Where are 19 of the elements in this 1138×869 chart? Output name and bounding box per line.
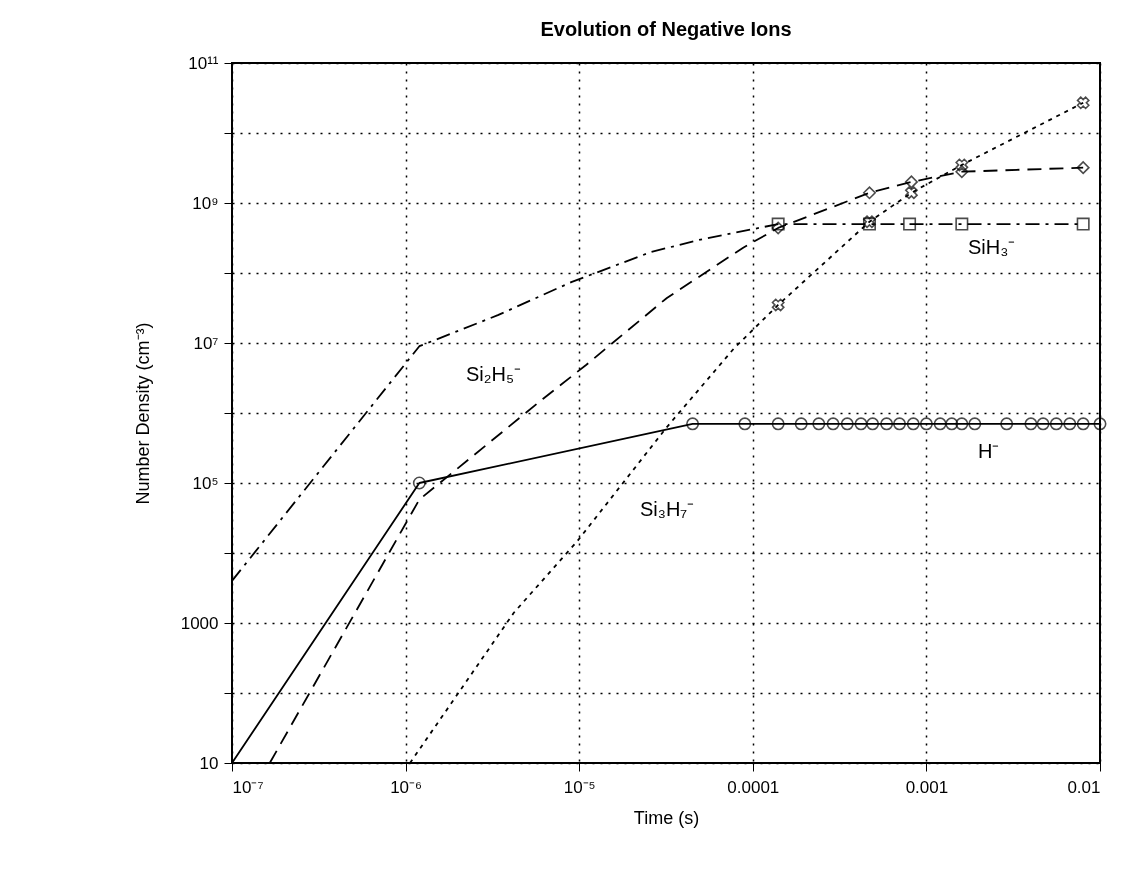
x-tick-label: 10⁻⁵ [563, 777, 596, 797]
chart-title: Evolution of Negative Ions [540, 18, 792, 40]
x-tick-label: 0.0001 [727, 777, 780, 797]
y-tick-label: 10⁷ [193, 333, 219, 353]
series-label: SiH₃⁻ [968, 236, 1016, 258]
y-tick-label: 10¹¹ [188, 53, 219, 73]
y-tick-label: 10⁵ [192, 473, 219, 493]
x-tick-label: 0.001 [905, 777, 949, 797]
series-label: Si₂H₅⁻ [466, 363, 522, 385]
y-tick-label: 1000 [180, 613, 219, 633]
x-tick-label: 10⁻⁷ [232, 777, 264, 797]
x-axis-title: Time (s) [633, 807, 700, 828]
y-axis-title: Number Density (cm⁻³) [132, 322, 153, 505]
y-tick-label: 10 [199, 753, 219, 773]
series-label: Si₃H₇⁻ [640, 498, 695, 520]
series-label: H⁻ [978, 440, 1000, 462]
x-tick-label: 0.01 [1067, 777, 1101, 797]
y-tick-label: 10⁹ [192, 193, 219, 213]
x-tick-label: 10⁻⁶ [390, 777, 423, 797]
